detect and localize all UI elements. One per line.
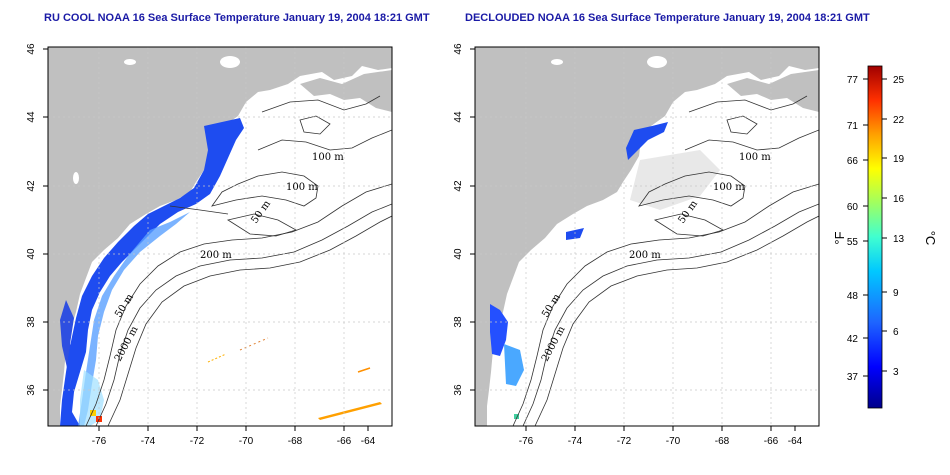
y-tick-label: 44 [453,111,464,123]
sst-patch-north [626,122,668,160]
x-tick-label: -64 [788,436,803,447]
left-map-panel: 100 m 100 m 50 m 200 m 50 m 2000 m -76 -… [26,43,393,447]
y-tick-label: 36 [453,384,464,396]
celsius-tick: 16 [893,194,905,205]
x-tick-label: -74 [568,436,583,447]
celsius-tick: 6 [893,327,899,338]
celsius-tick: 9 [893,288,899,299]
x-tick-label: -70 [239,436,254,447]
celsius-tick: 22 [893,115,905,126]
right-panel-title: DECLOUDED NOAA 16 Sea Surface Temperatur… [465,12,870,24]
fahrenheit-tick: 55 [847,237,859,248]
sst-coastal-band [60,118,244,426]
left-plot-frame [47,46,393,427]
x-tick-label: -68 [288,436,303,447]
contour-label-200m: 200 m [629,250,661,261]
celsius-tick: 3 [893,367,899,378]
contour-label-100m-a: 100 m [312,152,344,163]
y-tick-label: 46 [26,43,37,55]
x-tick-label: -66 [337,436,352,447]
land-mass [475,47,819,426]
grid-lines [475,47,819,426]
right-plot-frame [474,46,820,427]
x-tick-label: -66 [764,436,779,447]
y-tick-label: 40 [26,248,37,260]
x-tick-label: -72 [617,436,632,447]
y-tick-label: 40 [453,248,464,260]
x-tick-label: -76 [92,436,107,447]
land-mass-north [300,70,392,112]
x-tick-label: -64 [361,436,376,447]
y-tick-label: 42 [453,180,464,192]
x-tick-label: -76 [519,436,534,447]
sst-patch-south [490,304,508,356]
y-tick-label: 44 [26,111,37,123]
contour-label-200m: 200 m [200,250,232,261]
x-tick-label: -68 [715,436,730,447]
fahrenheit-tick: 60 [847,202,859,213]
x-tick-label: -72 [190,436,205,447]
grid-lines [48,47,392,426]
y-tick-label: 42 [26,180,37,192]
y-tick-label: 46 [453,43,464,55]
contour-label-100m-b: 100 m [286,182,318,193]
celsius-tick: 13 [893,234,905,245]
x-tick-label: -74 [141,436,156,447]
land-mass-north [727,70,819,112]
colorbar-gradient [867,65,883,409]
fahrenheit-tick: 37 [847,372,859,383]
fahrenheit-tick: 66 [847,156,859,167]
left-panel-title: RU COOL NOAA 16 Sea Surface Temperature … [44,12,430,24]
celsius-unit-label: °C [923,231,938,246]
fahrenheit-tick: 71 [847,121,859,132]
land-mass [48,47,392,426]
y-tick-label: 38 [453,316,464,328]
fahrenheit-tick: 42 [847,334,859,345]
temperature-colorbar: 77 71 66 60 55 48 42 37 25 22 19 16 13 9… [832,65,938,409]
contour-label-100m-b: 100 m [713,182,745,193]
celsius-tick: 25 [893,75,905,86]
contour-label-100m-a: 100 m [739,152,771,163]
right-map-panel: 100 m 100 m 50 m 200 m 50 m 2000 m -76 -… [453,43,820,447]
x-tick-label: -70 [666,436,681,447]
y-tick-label: 38 [26,316,37,328]
y-tick-label: 36 [26,384,37,396]
celsius-tick: 19 [893,154,905,165]
fahrenheit-tick: 77 [847,75,859,86]
fahrenheit-tick: 48 [847,291,859,302]
fahrenheit-unit-label: °F [832,231,847,244]
